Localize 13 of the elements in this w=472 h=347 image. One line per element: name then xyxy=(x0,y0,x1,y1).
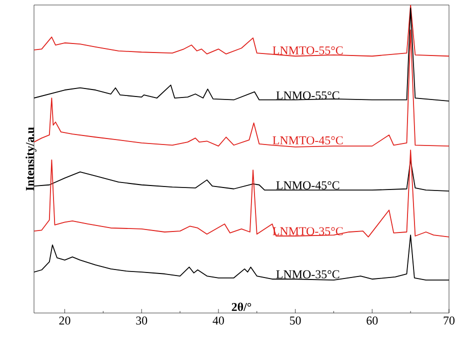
x-tick-label: 50 xyxy=(290,316,301,325)
x-tick-label: 30 xyxy=(136,316,148,325)
x-tick-label: 70 xyxy=(444,316,455,325)
x-tick-label: 60 xyxy=(366,316,378,325)
x-tick-label: 20 xyxy=(59,316,70,325)
y-axis-title: Intensity/a.u xyxy=(26,127,36,191)
series-label: LNMTO-55°C xyxy=(272,46,343,54)
x-tick-label: 40 xyxy=(212,316,224,325)
series-label: LNMTO-45°C xyxy=(272,136,343,144)
series-label: LNMO-45°C xyxy=(276,181,340,190)
series-label: LNMO-35°C xyxy=(276,270,340,278)
series-label: LNMO-55°C xyxy=(276,91,340,100)
x-axis-title: 2θ/° xyxy=(232,302,252,312)
